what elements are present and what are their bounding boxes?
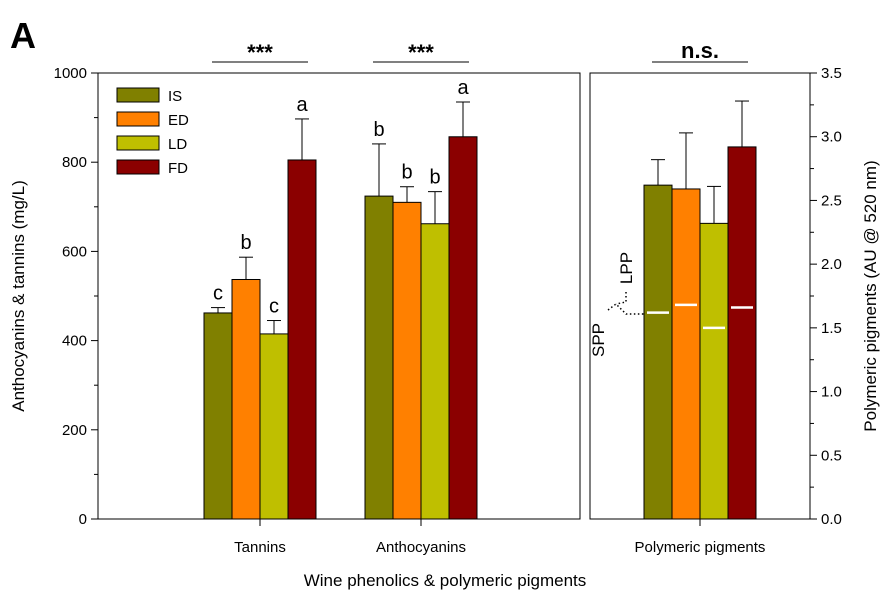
bar: [448, 136, 478, 520]
bar: [231, 278, 261, 520]
significance-letter: b: [429, 167, 440, 189]
y-tick-label: 600: [62, 243, 87, 260]
bar: [259, 333, 289, 520]
significance-letter: c: [213, 283, 223, 305]
y-tick-label: 1.5: [821, 320, 842, 337]
y-axis-title-left: Anthocyanins & tannins (mg/L): [9, 180, 28, 412]
bar: [671, 188, 701, 520]
significance-letter: a: [457, 77, 469, 99]
significance-marker: n.s.: [681, 38, 719, 63]
y-tick-label: 1.0: [821, 384, 842, 401]
bar: [364, 195, 394, 520]
y-tick-label: 0.5: [821, 447, 842, 464]
y-tick-label: 3.5: [821, 65, 842, 82]
legend-swatch: [116, 159, 160, 175]
spp-label: SPP: [589, 323, 608, 357]
significance-letter: c: [269, 296, 279, 318]
legend-swatch: [116, 111, 160, 127]
significance-letter: b: [240, 232, 251, 254]
significance-marker: ***: [408, 40, 434, 65]
legend-label: IS: [168, 88, 182, 105]
x-axis-title: Wine phenolics & polymeric pigments: [304, 571, 587, 590]
legend-label: ED: [168, 112, 189, 129]
y-tick-label: 2.5: [821, 192, 842, 209]
y-axis-title-right: Polymeric pigments (AU @ 520 nm): [861, 160, 880, 431]
spp-leader: [607, 303, 644, 315]
legend-swatch: [116, 135, 160, 151]
bar: [727, 146, 757, 520]
lpp-label: LPP: [617, 252, 636, 284]
x-tick-label: Tannins: [234, 539, 286, 556]
significance-letter: b: [401, 162, 412, 184]
x-tick-label: Anthocyanins: [376, 539, 466, 556]
legend: IS ED LD FD: [116, 87, 189, 177]
y-tick-label: 2.0: [821, 256, 842, 273]
bar: [203, 312, 233, 520]
y-tick-label: 800: [62, 154, 87, 171]
bar: [420, 223, 450, 520]
y-tick-label: 400: [62, 333, 87, 350]
legend-label: FD: [168, 160, 188, 177]
bar: [287, 159, 317, 520]
legend-swatch: [116, 87, 160, 103]
bar: [643, 184, 673, 520]
legend-label: LD: [168, 136, 187, 153]
panel-label: A: [10, 15, 36, 56]
y-tick-label: 0: [79, 511, 87, 528]
y-tick-label: 1000: [54, 65, 87, 82]
x-tick-label: Polymeric pigments: [635, 539, 766, 556]
left-panel: 0 200 400 600 800 1000 Anthocyanins & tannins …: [9, 40, 581, 556]
significance-letter: b: [373, 119, 384, 141]
significance-letter: a: [296, 94, 308, 116]
significance-marker: ***: [247, 40, 273, 65]
y-tick-label: 200: [62, 422, 87, 439]
lpp-leader: [615, 292, 627, 305]
bar: [392, 201, 422, 520]
bar: [699, 222, 729, 520]
right-panel: 0.0 0.5 1.0 1.5 2.0 2.5 3.0 3.5 Polymeric pigmen…: [589, 38, 880, 556]
y-tick-label: 3.0: [821, 129, 842, 146]
y-tick-label: 0.0: [821, 511, 842, 528]
